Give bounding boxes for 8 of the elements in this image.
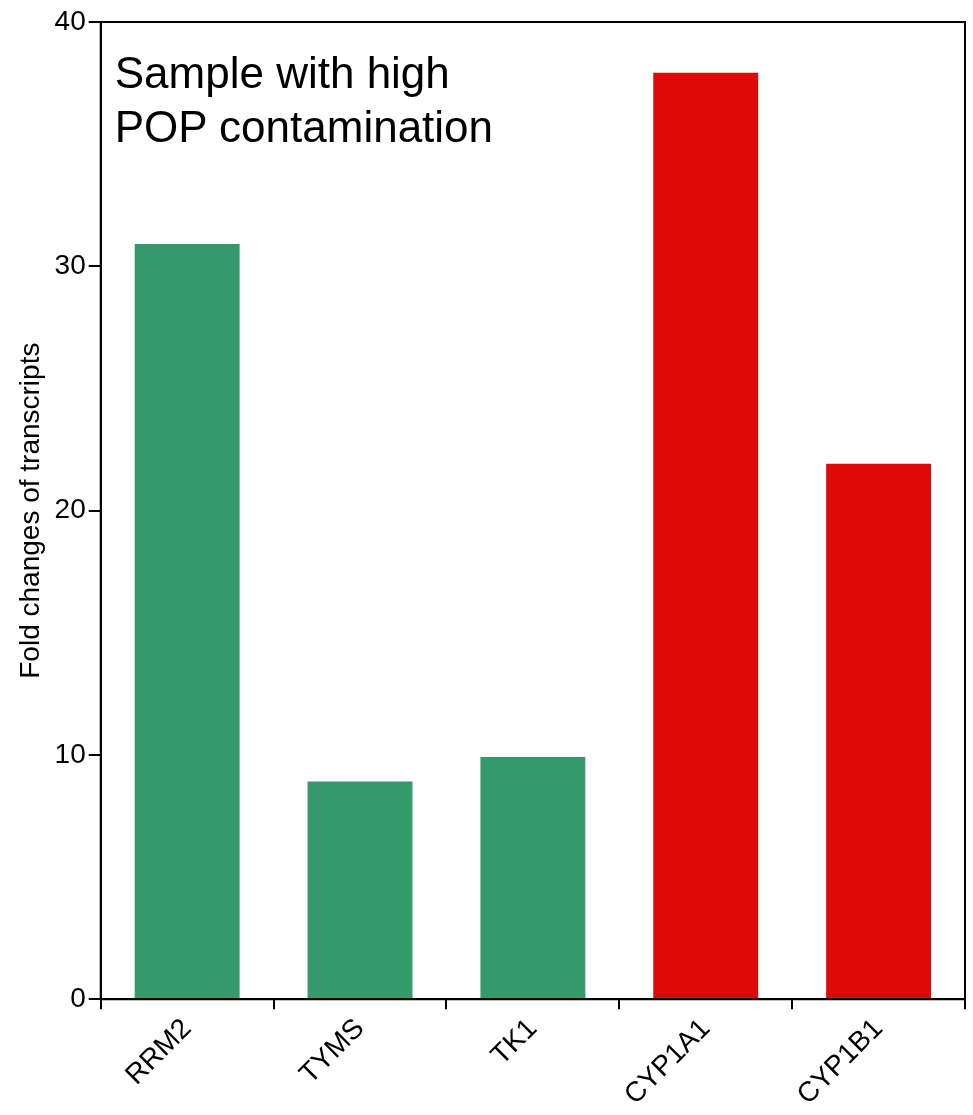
y-tick-label: 0 <box>70 982 86 1014</box>
y-tick-label: 40 <box>54 4 86 36</box>
y-axis-title: Fold changes of transcripts <box>13 342 45 679</box>
annotation: Sample with high POP contamination <box>114 48 494 152</box>
y-tick-label: 10 <box>54 737 86 769</box>
y-tick-label: 30 <box>54 249 86 281</box>
y-tick-label: 20 <box>54 493 86 525</box>
x-tick-label: TK1 <box>484 1011 543 1071</box>
